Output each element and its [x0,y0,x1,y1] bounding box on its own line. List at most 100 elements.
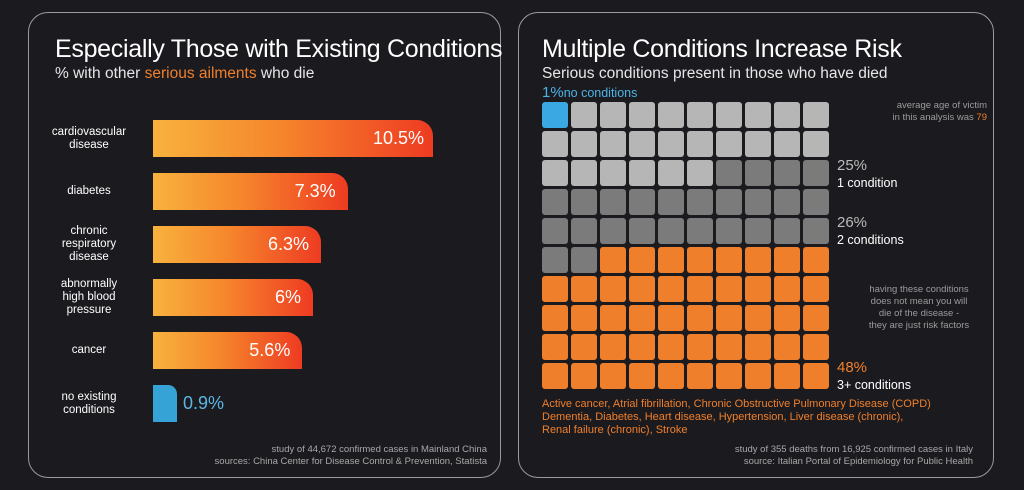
bar-category-label: cardiovascular disease [51,125,127,151]
two-conditions-label: 2 conditions [837,233,904,247]
waffle-cell [600,131,626,157]
waffle-cell [571,276,597,302]
waffle-cell [658,247,684,273]
bar-category-label: cancer [71,344,107,356]
waffle-cell [716,102,742,128]
waffle-cell [600,218,626,244]
bar [153,226,321,263]
waffle-cell [571,334,597,360]
right-source-line2: source: Italian Portal of Epidemiology f… [743,456,973,467]
waffle-cell [600,305,626,331]
waffle-cell [774,189,800,215]
bar-category-label: chronic respiratory disease [61,225,117,263]
age-note: average age of victim in this analysis wa… [857,100,987,124]
waffle-cell [745,160,771,186]
age-note-line1: average age of victim [896,100,987,111]
waffle-cell [571,218,597,244]
waffle-cell [571,131,597,157]
waffle-cell [774,247,800,273]
bar-value-label: 10.5% [373,128,425,148]
waffle-cell [542,160,568,186]
bar-category-label: diabetes [67,185,111,197]
waffle-cell [716,131,742,157]
risk-note-line: does not mean you will [870,296,968,307]
waffle-cell [687,305,713,331]
waffle-cell [629,160,655,186]
waffle-cell [687,363,713,389]
waffle-cell [542,102,568,128]
waffle-cell [658,131,684,157]
waffle-cell [716,218,742,244]
subtitle-accent: serious ailments [144,65,257,82]
waffle-cell [687,334,713,360]
waffle-cell [774,218,800,244]
waffle-cell [658,334,684,360]
right-panel: Multiple Conditions Increase Risk Seriou… [518,12,994,478]
waffle-cell [803,276,829,302]
bar-value-label: 6.3% [267,234,309,254]
waffle-cell [803,363,829,389]
waffle-cell [803,305,829,331]
waffle-cell [716,305,742,331]
waffle-cell [571,305,597,331]
waffle-cell [629,276,655,302]
waffle-cell [774,363,800,389]
waffle-cell [745,363,771,389]
bar-category-label: abnormally high blood pressure [60,278,118,316]
left-panel: Especially Those with Existing Condition… [28,12,503,478]
waffle-cell [803,189,829,215]
waffle-cell [745,102,771,128]
one-condition-label: 1 condition [837,176,898,190]
right-source: study of 355 deaths from 16,925 confirme… [735,444,973,468]
waffle-cell [629,334,655,360]
waffle-cell [571,247,597,273]
waffle-cell [774,131,800,157]
right-chart-subtitle: Serious conditions present in those who … [542,65,888,82]
waffle-cell [542,334,568,360]
no-conditions-text: no conditions [563,86,638,100]
waffle-cell [542,131,568,157]
one-condition-pct: 25% [837,157,868,174]
waffle-cell [600,189,626,215]
waffle-cell [774,276,800,302]
bar [153,173,348,210]
waffle-cell [745,247,771,273]
waffle-cell [774,334,800,360]
waffle-cell [629,189,655,215]
waffle-cell [600,247,626,273]
waffle-cell [716,247,742,273]
bar-value-label: 0.9% [183,393,225,413]
bar [153,385,177,422]
right-source-line1: study of 355 deaths from 16,925 confirme… [734,444,973,455]
bar [153,279,313,316]
waffle-cell [687,160,713,186]
waffle-cell [571,189,597,215]
waffle-cell [629,131,655,157]
waffle-cell [571,102,597,128]
bar-value-label: 6% [274,287,301,307]
left-chart-title: Especially Those with Existing Condition… [55,35,503,63]
waffle-cell [716,160,742,186]
waffle-cell [542,276,568,302]
waffle-cell [716,189,742,215]
waffle-cell [629,247,655,273]
waffle-cell [542,218,568,244]
age-note-text: in this analysis was [892,112,977,123]
waffle-cell [745,131,771,157]
waffle-cell [687,189,713,215]
waffle-cell [803,334,829,360]
no-conditions-label: 1%no conditions [542,84,637,101]
waffle-cell [658,218,684,244]
waffle-cell [774,305,800,331]
waffle-cell [803,247,829,273]
waffle-cell [658,363,684,389]
waffle-cell [571,160,597,186]
waffle-cell [658,305,684,331]
left-source: study of 44,672 confirmed cases in Mainl… [215,444,487,468]
waffle-cell [774,160,800,186]
waffle-cell [542,247,568,273]
waffle-cell [745,334,771,360]
bar [153,332,303,369]
right-chart-title: Multiple Conditions Increase Risk [542,35,902,63]
bar [153,120,433,157]
